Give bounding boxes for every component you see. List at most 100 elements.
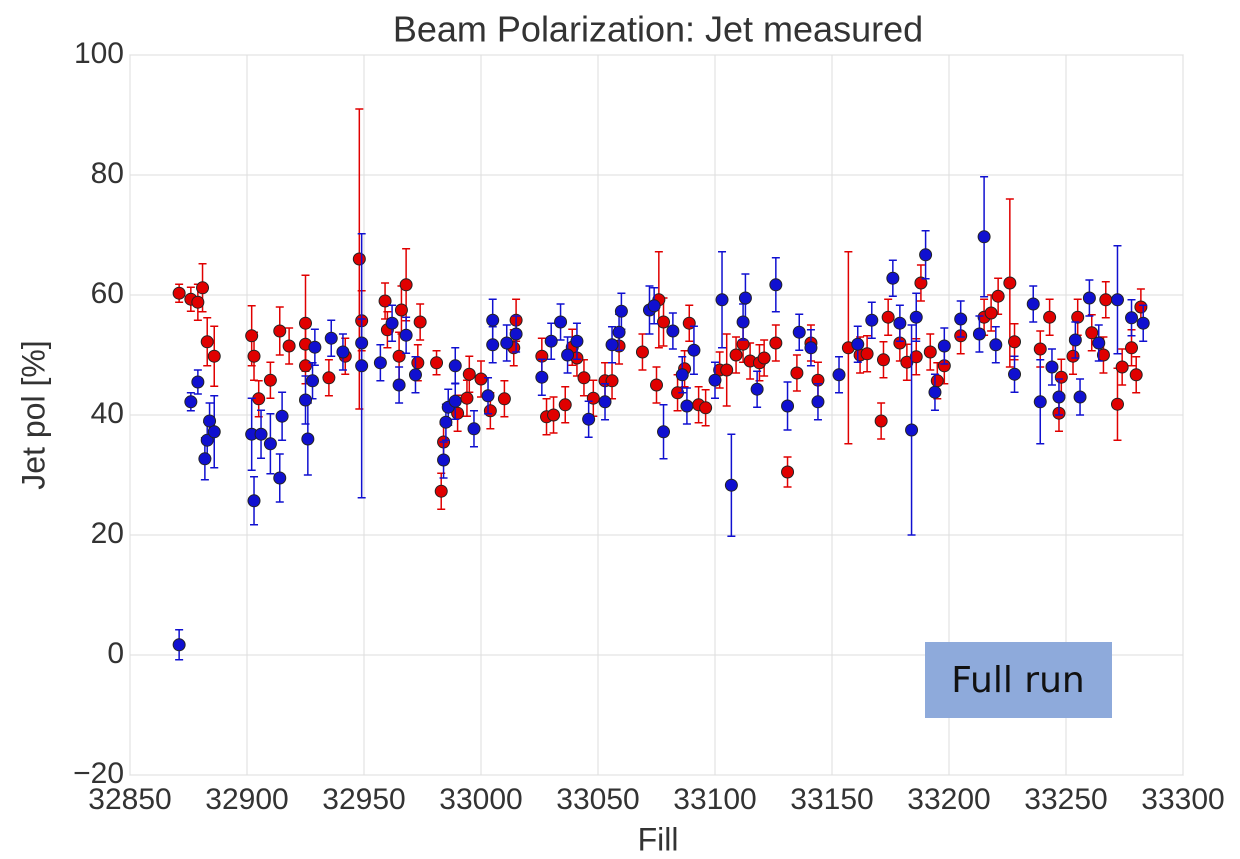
point (413, 315, 427, 329)
point (909, 310, 923, 324)
point (928, 385, 942, 399)
point (207, 425, 221, 439)
point (577, 371, 591, 385)
point (937, 339, 951, 353)
point (535, 370, 549, 384)
point (355, 336, 369, 350)
point (247, 494, 261, 508)
point (687, 343, 701, 357)
point (984, 306, 998, 320)
point (1092, 336, 1106, 350)
point (408, 368, 422, 382)
point (308, 340, 322, 354)
point (1026, 297, 1040, 311)
point (184, 395, 198, 409)
point (1008, 367, 1022, 381)
x-tick-label: 32900 (205, 783, 288, 816)
x-tick-label: 33250 (1024, 783, 1107, 816)
point (909, 350, 923, 364)
point (448, 394, 462, 408)
point (322, 371, 336, 385)
point (394, 303, 408, 317)
point (738, 291, 752, 305)
annotation: Full run (951, 660, 1084, 701)
point (893, 316, 907, 330)
point (1054, 370, 1068, 384)
point (263, 437, 277, 451)
point (352, 252, 366, 266)
point (790, 366, 804, 380)
point (657, 425, 671, 439)
point (720, 363, 734, 377)
point (467, 422, 481, 436)
point (392, 378, 406, 392)
point (439, 415, 453, 429)
point (666, 324, 680, 338)
point (299, 316, 312, 330)
grid (129, 54, 1184, 776)
point (301, 432, 315, 446)
point (378, 294, 392, 308)
point (486, 313, 500, 327)
point (1096, 348, 1110, 362)
y-tick-label: 80 (91, 157, 124, 190)
point (1043, 310, 1057, 324)
point (1129, 368, 1143, 382)
point (500, 336, 514, 350)
point (198, 452, 212, 466)
point (675, 368, 689, 382)
point (635, 345, 649, 359)
chart-title: Beam Polarization: Jet measured (393, 9, 923, 50)
point (1134, 300, 1148, 314)
point (399, 278, 413, 292)
point (1066, 349, 1080, 363)
x-tick-label: 33200 (907, 783, 990, 816)
point (1110, 293, 1124, 307)
point (460, 391, 474, 405)
point (886, 271, 900, 285)
point (1033, 342, 1047, 356)
point (598, 395, 612, 409)
y-tick-label: 0 (107, 637, 124, 670)
x-tick-label: 33100 (673, 783, 756, 816)
point (923, 345, 937, 359)
point (411, 356, 425, 370)
point (392, 349, 406, 363)
point (263, 373, 277, 387)
point (172, 638, 186, 652)
point (769, 278, 783, 292)
x-tick-label: 32950 (322, 783, 405, 816)
point (832, 368, 846, 382)
point (486, 338, 500, 352)
point (191, 375, 205, 389)
point (385, 316, 399, 330)
point (561, 348, 575, 362)
point (860, 347, 874, 361)
point (919, 248, 933, 262)
point (582, 412, 596, 426)
y-tick-label: 100 (74, 37, 124, 70)
point (657, 315, 671, 329)
point (1068, 333, 1082, 347)
point (605, 338, 619, 352)
point (881, 310, 895, 324)
x-tick-label: 33050 (556, 783, 639, 816)
point (1085, 326, 1099, 340)
point (430, 356, 444, 370)
point (865, 313, 879, 327)
point (200, 433, 214, 447)
point (699, 401, 713, 415)
point (804, 341, 818, 355)
point (282, 339, 296, 353)
point (874, 414, 888, 428)
annotation-box (925, 642, 1112, 718)
point (650, 378, 663, 392)
point (481, 389, 495, 403)
point (614, 304, 628, 318)
point (547, 408, 561, 422)
y-tick-label: 40 (91, 397, 124, 430)
point (483, 404, 497, 418)
point (247, 349, 261, 363)
point (544, 334, 558, 348)
x-axis-label: Fill (638, 821, 679, 857)
